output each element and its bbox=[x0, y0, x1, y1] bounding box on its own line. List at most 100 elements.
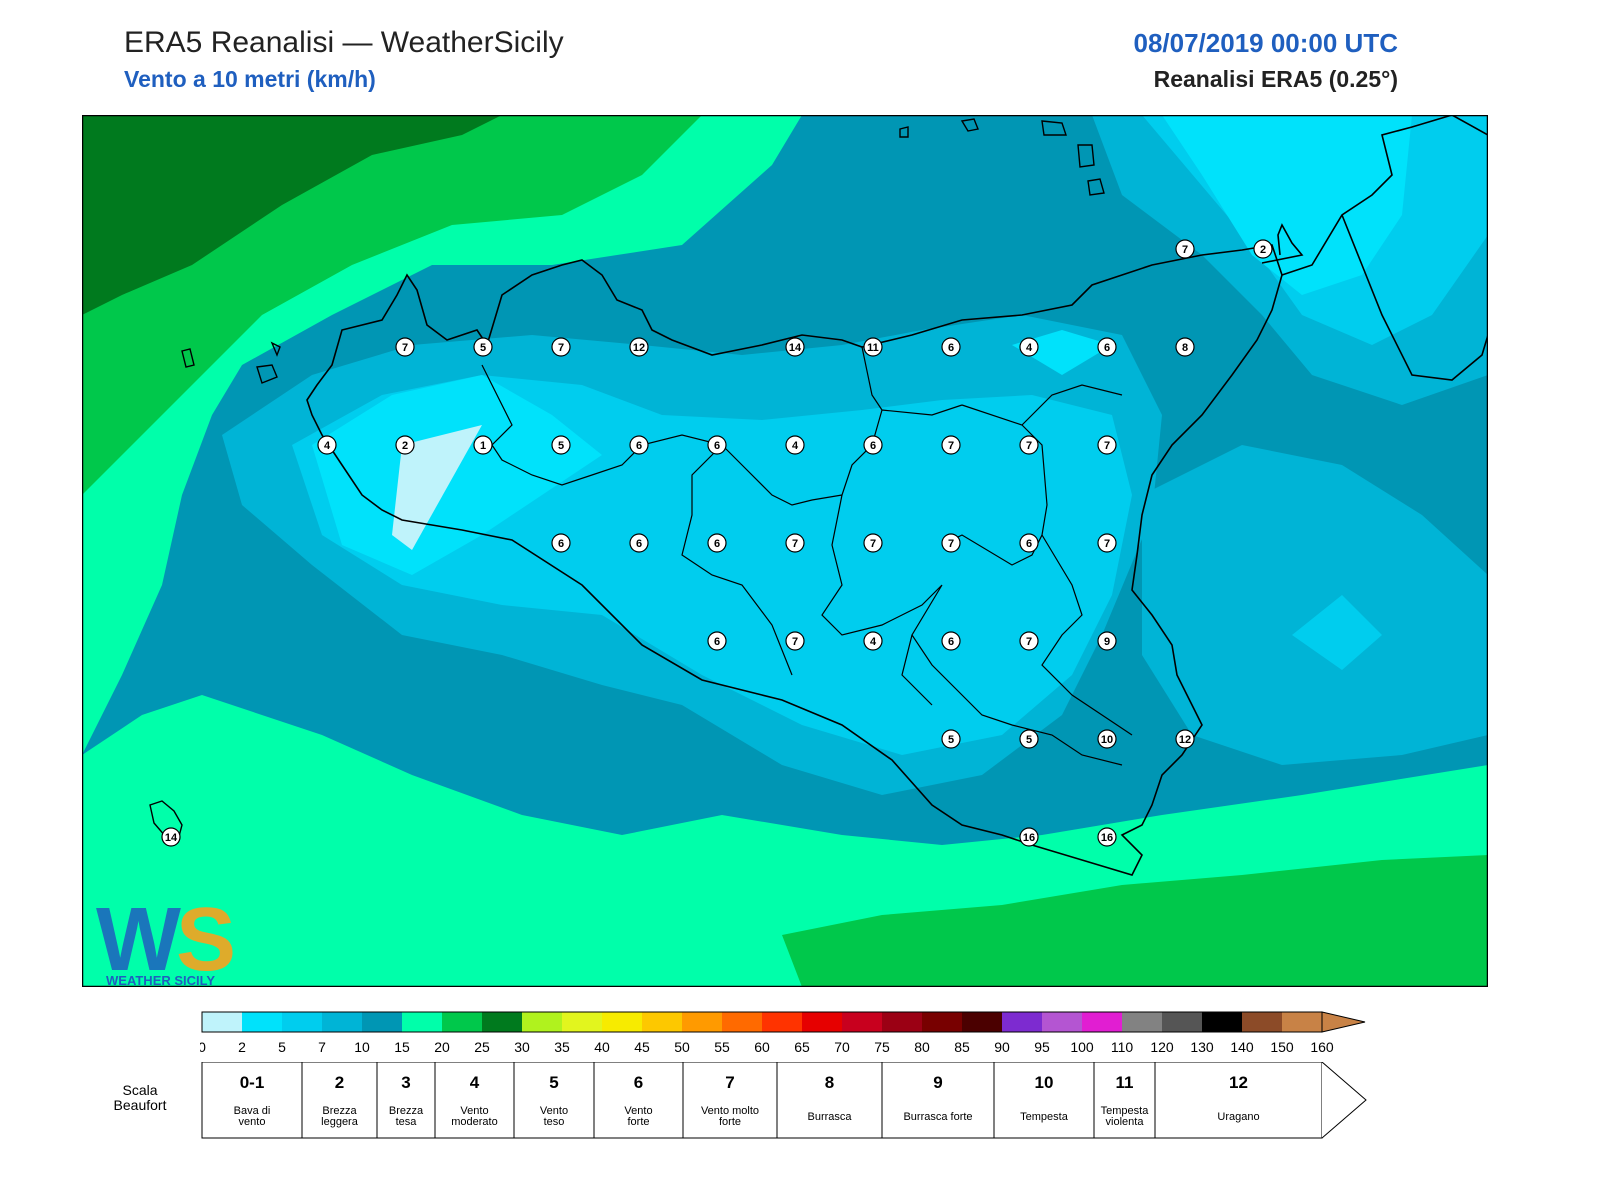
colorbar-tick-label: 2 bbox=[238, 1039, 246, 1055]
station-circle bbox=[1097, 827, 1117, 847]
beaufort-cell: 6 Vento forte bbox=[593, 1062, 684, 1139]
station-value: 1 bbox=[480, 440, 486, 452]
weathersicily-logo: W S WEATHER SICILY bbox=[96, 890, 236, 987]
station-circle bbox=[941, 729, 961, 749]
station-value: 7 bbox=[792, 636, 798, 648]
station-marker: 7 bbox=[1097, 533, 1117, 553]
colorbar-swatch bbox=[1042, 1012, 1083, 1032]
colorbar-swatch bbox=[1002, 1012, 1043, 1032]
station-marker: 7 bbox=[1019, 435, 1039, 455]
station-marker: 7 bbox=[941, 435, 961, 455]
wind-band-10-15-east bbox=[1142, 445, 1488, 765]
colorbar-tick-label: 150 bbox=[1270, 1039, 1294, 1055]
beaufort-description: Brezza leggera bbox=[321, 1105, 359, 1128]
beaufort-cell: 0-1 Bava di vento bbox=[201, 1062, 303, 1139]
station-marker: 10 bbox=[1097, 729, 1117, 749]
wind-colorbar: 0 2 5 7 10 15 20 25 30 35 40 45 50 55 60 65 70 75 80 85 90 95… bbox=[200, 1011, 1366, 1055]
beaufort-number: 9 bbox=[933, 1073, 942, 1092]
colorbar-swatch bbox=[1082, 1012, 1123, 1032]
station-value: 4 bbox=[324, 440, 331, 452]
station-value: 6 bbox=[636, 440, 642, 452]
station-value: 7 bbox=[402, 342, 408, 354]
station-circle bbox=[785, 435, 805, 455]
station-value: 7 bbox=[870, 538, 876, 550]
station-marker: 7 bbox=[863, 533, 883, 553]
station-markers: 7 5 7 12 14 11 6 4 6 8 7 2 4 2 1 5 6 6 4 6 7 7 7 6 6 6 7 7 7 6 7 6 7 4 6 7 9… bbox=[161, 239, 1273, 847]
colorbar-tick-label: 40 bbox=[594, 1039, 610, 1055]
station-circle bbox=[395, 337, 415, 357]
station-circle bbox=[941, 631, 961, 651]
colorbar-tick-label: 160 bbox=[1310, 1039, 1334, 1055]
colorbar-tick-label: 65 bbox=[794, 1039, 810, 1055]
station-marker: 14 bbox=[785, 337, 805, 357]
station-value: 6 bbox=[948, 342, 954, 354]
station-marker: 4 bbox=[317, 435, 337, 455]
station-circle bbox=[707, 533, 727, 553]
station-circle bbox=[1175, 729, 1195, 749]
station-circle bbox=[941, 435, 961, 455]
station-circle bbox=[863, 337, 883, 357]
station-circle bbox=[1019, 729, 1039, 749]
station-marker: 6 bbox=[707, 435, 727, 455]
colorbar-swatch bbox=[482, 1012, 523, 1032]
beaufort-cell: 11 Tempesta violenta bbox=[1093, 1062, 1156, 1139]
beaufort-number: 12 bbox=[1229, 1073, 1248, 1092]
station-circle bbox=[863, 435, 883, 455]
station-marker: 2 bbox=[1253, 239, 1273, 259]
station-value: 14 bbox=[165, 832, 178, 844]
station-circle bbox=[1097, 337, 1117, 357]
beaufort-description: Tempesta bbox=[1020, 1111, 1069, 1123]
colorbar-swatch bbox=[642, 1012, 683, 1032]
station-circle bbox=[1097, 631, 1117, 651]
colorbar-swatch bbox=[522, 1012, 563, 1032]
colorbar-tick-label: 50 bbox=[674, 1039, 690, 1055]
beaufort-cells: 0-1 Bava di vento 2 Brezza leggera 3 Brezza tesa… bbox=[201, 1062, 1367, 1139]
station-value: 6 bbox=[870, 440, 876, 452]
beaufort-description: Burrasca forte bbox=[903, 1111, 972, 1123]
aeolian-islands bbox=[960, 118, 1105, 196]
station-marker: 6 bbox=[551, 533, 571, 553]
station-marker: 7 bbox=[941, 533, 961, 553]
station-value: 6 bbox=[1104, 342, 1110, 354]
beaufort-cell: 8 Burrasca bbox=[776, 1062, 883, 1139]
beaufort-description: Uragano bbox=[1217, 1111, 1259, 1123]
beaufort-number: 3 bbox=[401, 1073, 410, 1092]
beaufort-number: 2 bbox=[335, 1073, 344, 1092]
colorbar-tick-label: 60 bbox=[754, 1039, 770, 1055]
station-marker: 7 bbox=[395, 337, 415, 357]
station-marker: 16 bbox=[1097, 827, 1117, 847]
station-value: 16 bbox=[1101, 832, 1113, 844]
colorbar-swatch bbox=[962, 1012, 1003, 1032]
province-borders bbox=[481, 346, 1133, 766]
beaufort-arrow bbox=[1321, 1062, 1367, 1139]
station-marker: 6 bbox=[1019, 533, 1039, 553]
colorbar-swatch bbox=[362, 1012, 403, 1032]
colorbar-swatch bbox=[762, 1012, 803, 1032]
colorbar-arrow bbox=[1321, 1011, 1366, 1033]
station-marker: 5 bbox=[473, 337, 493, 357]
colorbar-tick-label: 95 bbox=[1034, 1039, 1050, 1055]
beaufort-cell: 12 Uragano bbox=[1154, 1062, 1323, 1139]
station-circle bbox=[161, 827, 181, 847]
station-circle bbox=[551, 435, 571, 455]
colorbar-swatch bbox=[722, 1012, 763, 1032]
station-value: 6 bbox=[714, 440, 720, 452]
station-marker: 7 bbox=[551, 337, 571, 357]
beaufort-cell: 4 Vento moderato bbox=[434, 1062, 515, 1139]
beaufort-cell: 3 Brezza tesa bbox=[376, 1062, 436, 1139]
wind-band-5-7-aeolian bbox=[1012, 330, 1112, 375]
colorbar-tick-label: 10 bbox=[354, 1039, 370, 1055]
station-marker: 6 bbox=[941, 337, 961, 357]
beaufort-cell: 7 Vento molto forte bbox=[682, 1062, 778, 1139]
station-circle bbox=[1097, 533, 1117, 553]
wind-map: 7 5 7 12 14 11 6 4 6 8 7 2 4 2 1 5 6 6 4 6 7 7 7 6 6 6 7 7 7 6 7 6 7 4 6 7 9… bbox=[82, 115, 1488, 987]
colorbar-swatch bbox=[442, 1012, 483, 1032]
station-circle bbox=[941, 337, 961, 357]
beaufort-description: Vento forte bbox=[624, 1105, 652, 1128]
wind-band-2-5-land bbox=[392, 425, 482, 550]
colorbar-tick-label: 25 bbox=[474, 1039, 490, 1055]
station-circle bbox=[1019, 631, 1039, 651]
station-marker: 4 bbox=[785, 435, 805, 455]
colorbar-swatch bbox=[1202, 1012, 1243, 1032]
beaufort-cell: 5 Vento teso bbox=[513, 1062, 595, 1139]
